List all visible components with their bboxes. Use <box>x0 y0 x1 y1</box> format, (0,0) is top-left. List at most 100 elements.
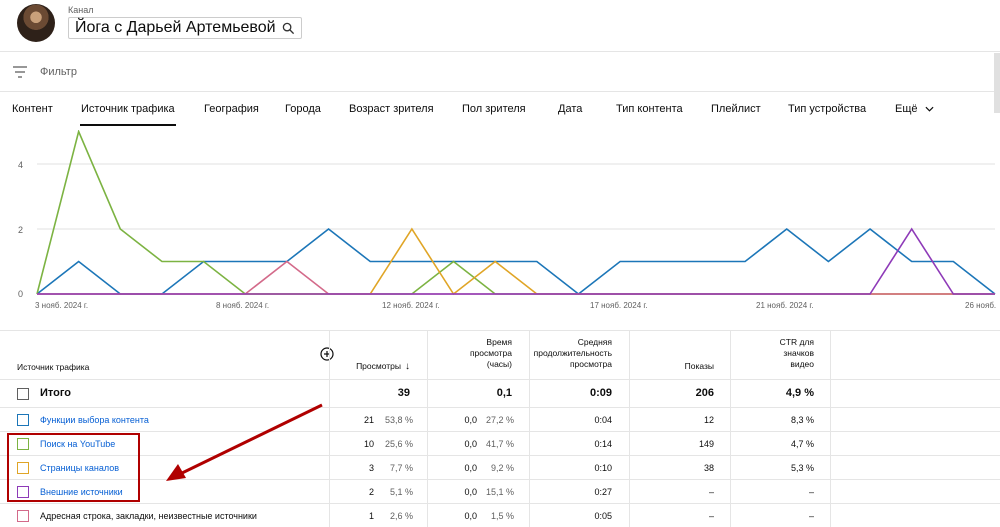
row-watch-pct: 15,1 % <box>485 487 514 497</box>
scrollbar[interactable] <box>994 53 1000 113</box>
tab-playlist[interactable]: Плейлист <box>711 103 761 115</box>
table-row: Адресная строка, закладки, неизвестные и… <box>0 504 1000 527</box>
sort-down-icon: ↓ <box>405 361 410 372</box>
row-checkbox[interactable] <box>17 462 29 474</box>
table-row: Внешние источники 2 5,1 % 0,0 15,1 % 0:2… <box>0 480 1000 504</box>
total-ctr: 4,9 % <box>785 387 814 399</box>
row-source-link[interactable]: Страницы каналов <box>40 463 120 473</box>
chart-svg <box>36 130 996 296</box>
row-impressions: 12 <box>703 415 714 425</box>
active-tab-indicator <box>80 124 176 126</box>
row-checkbox[interactable] <box>17 486 29 498</box>
row-views-pct: 53,8 % <box>384 415 413 425</box>
filter-icon[interactable] <box>13 66 27 78</box>
traffic-chart: 0 2 4 3 нояб. 2024 г. 8 нояб. 2024 г. 12… <box>0 130 1000 315</box>
tab-more-label: Ещё <box>895 103 918 115</box>
column-divider <box>629 330 630 527</box>
table-row: Поиск на YouTube 10 25,6 % 0,0 41,7 % 0:… <box>0 432 1000 456</box>
row-ctr: – <box>808 511 814 521</box>
row-watch-time: 0,0 <box>464 511 477 521</box>
add-column-icon[interactable] <box>320 347 334 361</box>
row-avg-duration: 0:05 <box>594 511 612 521</box>
col-header-ctr[interactable]: CTR для значков видео <box>780 337 814 370</box>
tab-date[interactable]: Дата <box>558 103 583 115</box>
tab-device-type[interactable]: Тип устройства <box>788 103 867 115</box>
col-header-watch-time[interactable]: Время просмотра (часы) <box>470 337 512 370</box>
col-header-impressions[interactable]: Показы <box>684 361 714 371</box>
column-divider <box>830 330 831 527</box>
series-line-0[interactable] <box>36 227 996 296</box>
channel-header: Канал Йога с Дарьей Артемьевой <box>0 0 1000 52</box>
col-header-line: значков <box>783 348 814 358</box>
row-source-link[interactable]: Поиск на YouTube <box>40 439 116 449</box>
tab-cities[interactable]: Города <box>285 103 321 115</box>
total-avg-duration: 0:09 <box>589 387 612 399</box>
row-views: 10 <box>363 439 374 449</box>
col-header-views-label: Просмотры <box>356 361 401 371</box>
channel-selector[interactable]: Йога с Дарьей Артемьевой <box>68 17 302 39</box>
y-tick-label: 4 <box>18 160 24 170</box>
y-tick-label: 0 <box>18 289 24 299</box>
series-line-4[interactable] <box>37 227 995 295</box>
row-views-pct: 2,6 % <box>389 511 413 521</box>
x-tick-label: 3 нояб. 2024 г. <box>35 301 89 310</box>
search-icon[interactable] <box>282 22 295 35</box>
total-checkbox[interactable] <box>17 388 29 400</box>
channel-avatar[interactable] <box>17 4 55 42</box>
row-watch-time: 0,0 <box>464 415 477 425</box>
row-ctr: – <box>808 487 814 497</box>
column-divider <box>730 330 731 527</box>
table-row: Страницы каналов 3 7,7 % 0,0 9,2 % 0:10 … <box>0 456 1000 480</box>
row-checkbox[interactable] <box>17 510 29 522</box>
total-watch-time: 0,1 <box>496 387 512 399</box>
tab-viewer-gender[interactable]: Пол зрителя <box>462 103 526 115</box>
y-tick-label: 2 <box>18 225 24 235</box>
x-tick-label: 21 нояб. 2024 г. <box>756 301 814 310</box>
column-divider <box>427 330 428 527</box>
col-header-line: продолжительность <box>533 348 612 358</box>
tab-viewer-age[interactable]: Возраст зрителя <box>349 103 434 115</box>
row-source-link[interactable]: Функции выбора контента <box>40 415 149 425</box>
row-impressions: 38 <box>703 463 714 473</box>
col-header-avg-duration[interactable]: Средняя продолжительность просмотра <box>534 337 612 370</box>
total-impressions: 206 <box>695 387 714 399</box>
row-impressions: – <box>708 487 714 497</box>
row-impressions: – <box>708 511 714 521</box>
row-avg-duration: 0:27 <box>594 487 612 497</box>
tab-content[interactable]: Контент <box>12 103 53 115</box>
x-tick-label: 17 нояб. 2024 г. <box>590 301 648 310</box>
column-divider <box>329 330 330 527</box>
table-row: Функции выбора контента 21 53,8 % 0,0 27… <box>0 408 1000 432</box>
row-source-link[interactable]: Внешние источники <box>40 487 123 497</box>
filter-bar[interactable]: Фильтр <box>0 53 994 92</box>
col-header-line: Средняя <box>577 337 612 347</box>
col-header-source[interactable]: Источник трафика <box>17 362 90 372</box>
col-header-line: CTR для <box>779 337 814 347</box>
annotation-highlight-box <box>7 433 140 502</box>
row-views: 21 <box>363 415 374 425</box>
tab-geography[interactable]: География <box>204 103 259 115</box>
row-views: 3 <box>368 463 374 473</box>
row-checkbox[interactable] <box>17 438 29 450</box>
row-watch-time: 0,0 <box>464 463 477 473</box>
tab-content-type[interactable]: Тип контента <box>616 103 683 115</box>
row-ctr: 8,3 % <box>790 415 814 425</box>
row-watch-pct: 1,5 % <box>490 511 514 521</box>
row-checkbox[interactable] <box>17 414 29 426</box>
row-ctr: 4,7 % <box>790 439 814 449</box>
row-watch-time: 0,0 <box>464 487 477 497</box>
x-tick-label: 26 нояб. <box>965 301 997 310</box>
row-views-pct: 7,7 % <box>389 463 413 473</box>
table-total-row: Итого 39 0,1 0:09 206 4,9 % <box>0 380 1000 408</box>
tab-traffic-source[interactable]: Источник трафика <box>81 103 175 115</box>
tab-more[interactable]: Ещё <box>895 103 934 115</box>
col-header-line: видео <box>790 359 814 369</box>
row-avg-duration: 0:04 <box>594 415 612 425</box>
dimension-tabs: Контент Источник трафика География Город… <box>0 93 1000 127</box>
col-header-views[interactable]: Просмотры ↓ <box>356 361 410 372</box>
total-views: 39 <box>397 387 410 399</box>
filter-input[interactable]: Фильтр <box>40 66 77 78</box>
row-ctr: 5,3 % <box>790 463 814 473</box>
col-header-line: просмотра <box>469 348 512 358</box>
series-line-1[interactable] <box>36 130 995 295</box>
